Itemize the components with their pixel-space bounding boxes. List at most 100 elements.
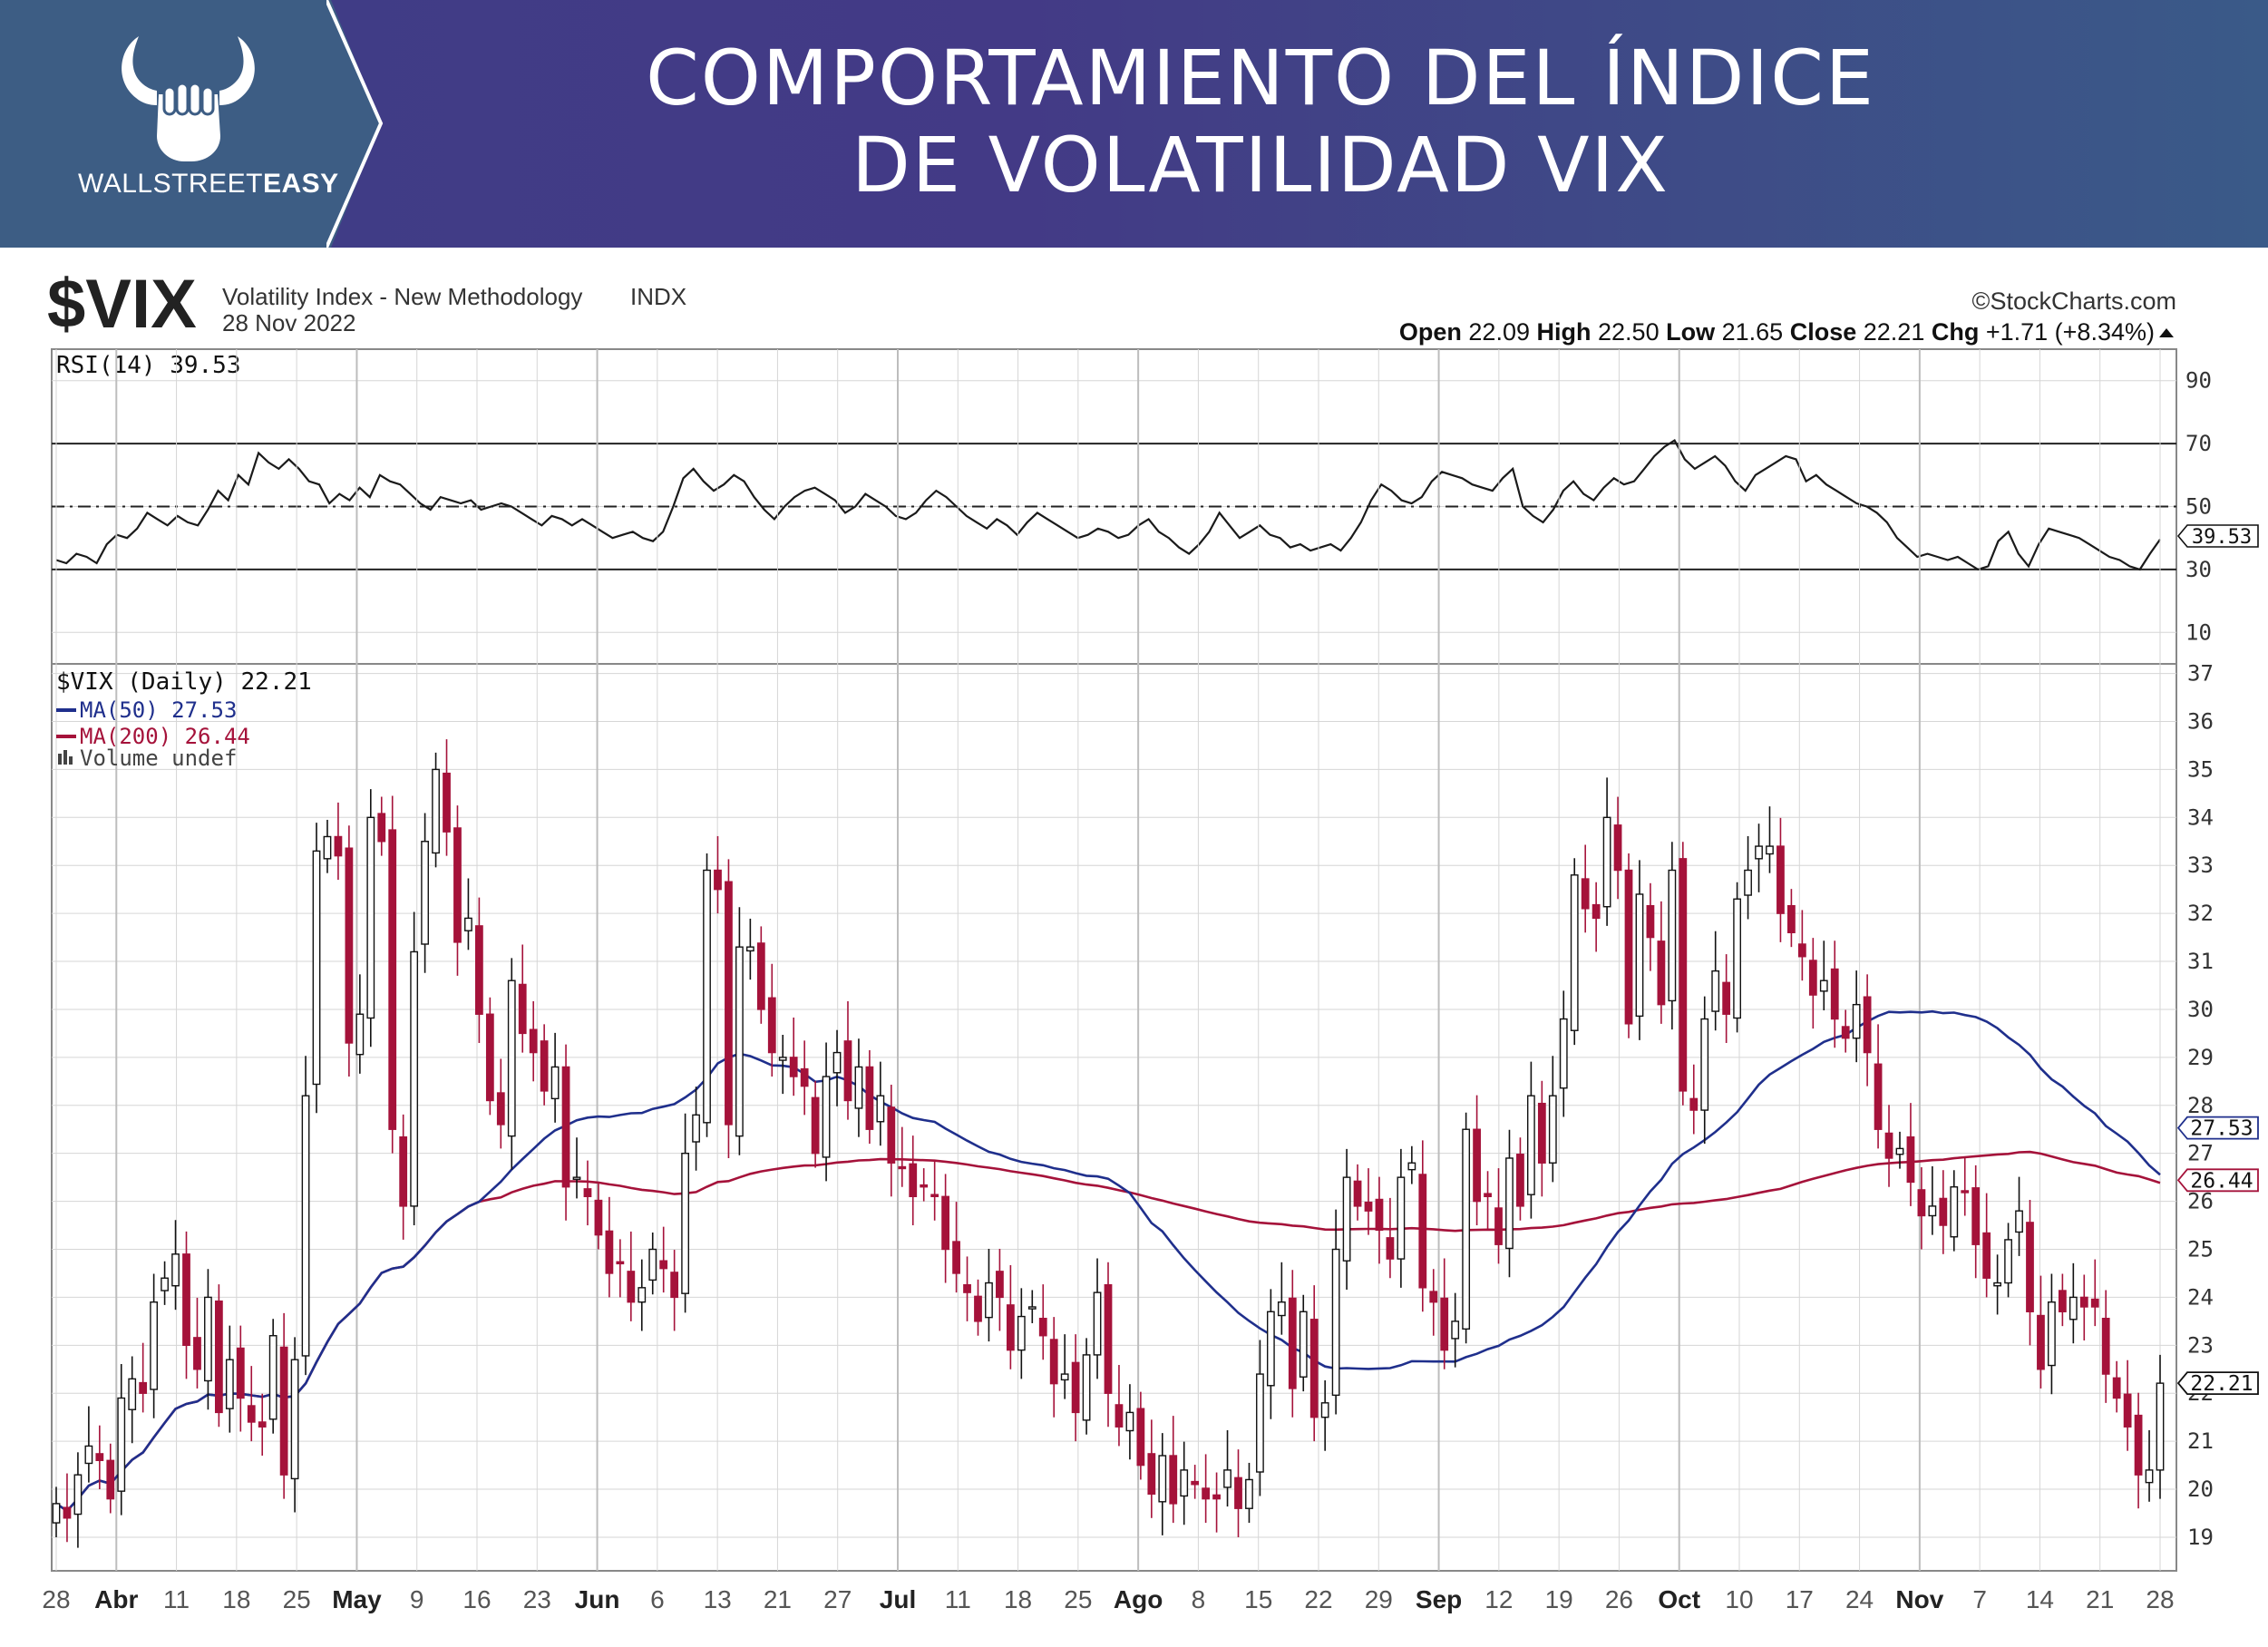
candle-body [1668,869,1677,1002]
candle [355,974,365,1074]
price-legend: $VIX (Daily) 22.21 MA(50) 27.53 MA(200) … [56,668,312,771]
candle [1505,1129,1514,1278]
candle [2123,1360,2132,1451]
ohlc-readout: Open 22.09 High 22.50 Low 21.65 Close 22… [1399,318,2155,346]
candle [1256,1340,1264,1496]
candle-body [1863,996,1872,1054]
candle-body [898,1165,907,1170]
candle [1027,1290,1037,1323]
price-tick-label: 35 [2187,756,2214,782]
candle-body [529,1028,538,1054]
candle [1884,1105,1893,1187]
x-tick-label: 27 [823,1585,852,1613]
candle-body [561,1066,570,1188]
candle-body [1744,869,1752,896]
candle [659,1226,668,1293]
candle-body [2112,1377,2121,1399]
candle [854,1038,863,1137]
candle [279,1312,288,1499]
candle [996,1248,1004,1331]
candle-body [334,835,343,857]
candle-body [2079,1296,2088,1308]
source-label: ©StockCharts.com [1972,287,2176,315]
candle-body [1256,1373,1264,1473]
candle-body [1700,1018,1709,1111]
candle [1679,842,1688,1106]
candle-body [1125,1411,1134,1432]
candle-body [930,1194,939,1198]
candle [811,1080,820,1168]
candle-body [865,1066,874,1130]
candle-body [1147,1453,1156,1496]
candle [1191,1465,1200,1499]
price-tick-label: 33 [2187,853,2214,878]
candle [1744,835,1752,920]
candle [2068,1262,2078,1344]
candle-body [1027,1306,1037,1310]
candle-body [1505,1157,1514,1250]
rsi-tick-label: 30 [2185,557,2212,582]
candle-body [1602,816,1611,908]
candle-body [1309,1319,1319,1418]
candle-body [648,1248,657,1282]
x-tick-label: Jul [880,1585,916,1613]
candle-body [1570,874,1579,1031]
candle-body [2156,1382,2165,1471]
candle [2026,1200,2034,1346]
candle [887,1085,896,1197]
candle [1331,1209,1340,1415]
candle-body [1516,1154,1524,1207]
candle-body [1917,1189,1926,1217]
candle [323,819,332,873]
candle [1591,882,1601,952]
banner-chevron [326,0,384,248]
price-tags: 27.53 26.44 22.21 [2176,1116,2259,1396]
rsi-line [55,439,2161,571]
candle-body [703,869,711,1124]
candle-body [95,1453,104,1462]
candle [1277,1262,1286,1335]
rsi-tick-label: 90 [2185,368,2212,394]
candle [789,1017,798,1096]
candle-body [735,946,744,1137]
rsi-title: RSI(14) 39.53 [56,352,241,379]
candle-body [1537,1102,1546,1164]
candle-body [1049,1339,1058,1385]
candle [496,1058,505,1149]
header-banner: WALLSTREETEASY COMPORTAMIENTO DEL ÍNDICE… [0,0,2268,248]
candle [778,1034,787,1095]
candle-body [1950,1186,1959,1238]
candle [139,1342,148,1413]
candle [1874,1024,1883,1149]
candle [2079,1274,2088,1341]
candle-body [1711,970,1720,1012]
candle [561,1044,570,1221]
candle-body [139,1381,148,1394]
candle [1049,1317,1058,1418]
candle-body [63,1506,72,1519]
candle-body [1548,1095,1557,1164]
candle-body [714,869,722,891]
candle-body [161,1277,169,1291]
x-tick-label: 7 [1972,1585,1987,1613]
x-tick-label: 11 [163,1585,190,1613]
candle [756,926,765,1024]
candle [475,897,483,1043]
x-tick-label: Nov [1895,1585,1943,1613]
ma200-legend-label: MA(200) 26.44 [80,724,250,749]
candle-body [1060,1373,1069,1381]
candle-body [52,1503,61,1524]
x-tick-label: 26 [1605,1585,1633,1613]
price-tick-label: 31 [2187,949,2214,974]
candle [1082,1338,1091,1435]
candle-body [432,768,440,854]
candle [1017,1288,1026,1379]
candle [714,835,722,914]
candle-body [1180,1469,1189,1497]
candle-body [692,1114,700,1143]
candle-body [1527,1095,1535,1195]
candle [670,1250,679,1331]
price-title: $VIX (Daily) 22.21 [56,668,312,696]
candle-body [1755,845,1763,860]
candle-body [1982,1232,1991,1279]
